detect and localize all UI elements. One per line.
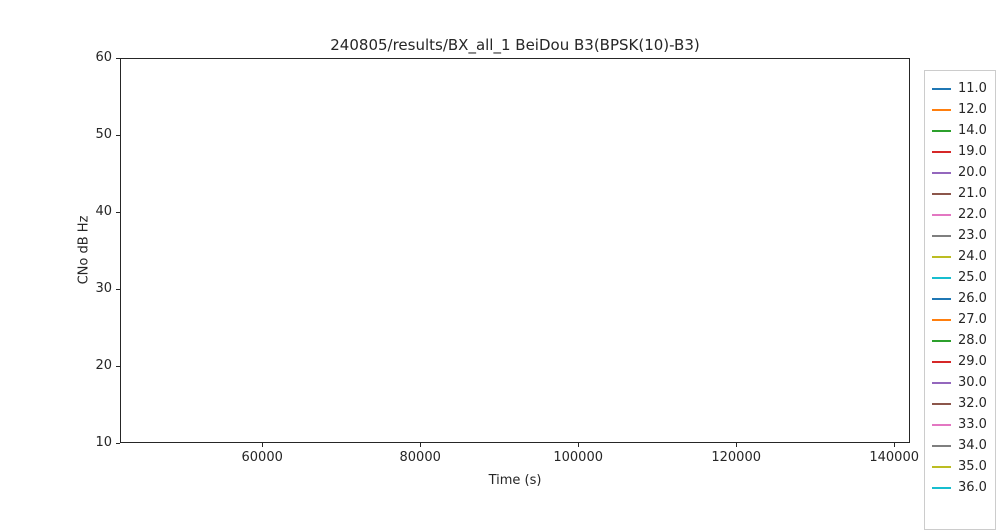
legend-item: 34.0 (932, 435, 989, 456)
legend-item: 29.0 (932, 351, 989, 372)
legend-label: 22.0 (958, 207, 987, 222)
legend-item: 32.0 (932, 393, 989, 414)
legend-item: 30.0 (932, 372, 989, 393)
legend-item: 33.0 (932, 414, 989, 435)
legend-line-sample (932, 87, 951, 90)
legend-line-sample (932, 129, 951, 132)
y-tick-mark (116, 289, 120, 290)
legend-label: 34.0 (958, 438, 987, 453)
legend-line-sample (932, 402, 951, 405)
legend-line-sample (932, 192, 951, 195)
legend-label: 21.0 (958, 186, 987, 201)
legend: 11.0 12.0 14.0 19.0 20.0 21.0 22.0 23.0 24.0 25.0… (924, 70, 996, 530)
y-tick-mark (116, 212, 120, 213)
legend-item: 11.0 (932, 78, 989, 99)
y-tick-label: 40 (95, 204, 112, 219)
legend-line-sample (932, 108, 951, 111)
legend-label: 36.0 (958, 480, 987, 495)
legend-item: 36.0 (932, 477, 989, 498)
legend-item: 35.0 (932, 456, 989, 477)
legend-line-sample (932, 276, 951, 279)
x-tick-label: 60000 (241, 450, 283, 465)
x-tick-label: 140000 (869, 450, 919, 465)
x-tick-label: 120000 (711, 450, 761, 465)
legend-item: 25.0 (932, 267, 989, 288)
legend-line-sample (932, 423, 951, 426)
legend-label: 23.0 (958, 228, 987, 243)
legend-line-sample (932, 234, 951, 237)
legend-label: 26.0 (958, 291, 987, 306)
legend-label: 28.0 (958, 333, 987, 348)
legend-label: 30.0 (958, 375, 987, 390)
y-tick-mark (116, 443, 120, 444)
x-tick-mark (578, 443, 580, 447)
legend-label: 35.0 (958, 459, 987, 474)
legend-item: 27.0 (932, 309, 989, 330)
legend-line-sample (932, 486, 951, 489)
legend-line-sample (932, 465, 951, 468)
legend-line-sample (932, 171, 951, 174)
legend-line-sample (932, 297, 951, 300)
y-tick-mark (116, 135, 120, 136)
y-tick-mark (116, 58, 120, 59)
x-tick-mark (420, 443, 422, 447)
y-tick-label: 30 (95, 281, 112, 296)
legend-label: 24.0 (958, 249, 987, 264)
legend-label: 11.0 (958, 81, 987, 96)
legend-label: 29.0 (958, 354, 987, 369)
legend-line-sample (932, 360, 951, 363)
legend-item: 19.0 (932, 141, 989, 162)
legend-label: 14.0 (958, 123, 987, 138)
legend-item: 28.0 (932, 330, 989, 351)
y-tick-label: 60 (95, 50, 112, 65)
x-tick-mark (736, 443, 738, 447)
legend-item: 12.0 (932, 99, 989, 120)
x-tick-mark (894, 443, 896, 447)
legend-label: 12.0 (958, 102, 987, 117)
legend-item: 24.0 (932, 246, 989, 267)
x-tick-label: 80000 (399, 450, 441, 465)
y-tick-mark (116, 366, 120, 367)
legend-label: 25.0 (958, 270, 987, 285)
legend-item: 23.0 (932, 225, 989, 246)
y-axis-label: CNo dB Hz (76, 215, 92, 285)
y-tick-label: 50 (95, 127, 112, 142)
x-tick-label: 100000 (553, 450, 603, 465)
legend-label: 20.0 (958, 165, 987, 180)
legend-line-sample (932, 381, 951, 384)
legend-item: 20.0 (932, 162, 989, 183)
legend-line-sample (932, 318, 951, 321)
y-tick-label: 10 (95, 435, 112, 450)
y-tick-label: 20 (95, 358, 112, 373)
x-tick-mark (262, 443, 264, 447)
legend-line-sample (932, 150, 951, 153)
legend-line-sample (932, 255, 951, 258)
chart-title: 240805/results/BX_all_1 BeiDou B3(BPSK(1… (330, 36, 700, 54)
legend-line-sample (932, 213, 951, 216)
legend-line-sample (932, 444, 951, 447)
plot-area (120, 58, 910, 443)
legend-item: 14.0 (932, 120, 989, 141)
legend-item: 21.0 (932, 183, 989, 204)
legend-item: 26.0 (932, 288, 989, 309)
legend-label: 33.0 (958, 417, 987, 432)
legend-label: 32.0 (958, 396, 987, 411)
x-axis-label: Time (s) (488, 473, 542, 488)
legend-item: 22.0 (932, 204, 989, 225)
legend-label: 19.0 (958, 144, 987, 159)
legend-line-sample (932, 339, 951, 342)
legend-label: 27.0 (958, 312, 987, 327)
